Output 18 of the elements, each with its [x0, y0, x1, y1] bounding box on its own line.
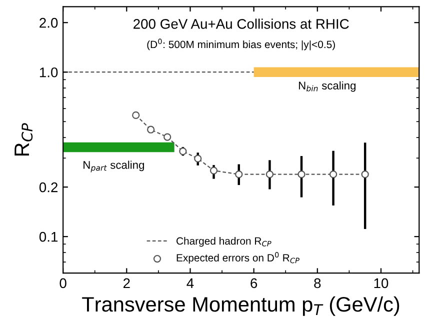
x-tick-label: 4 [186, 278, 194, 288]
x-tick-label: 0 [60, 278, 66, 288]
y-tick-label: 2.0 [40, 18, 58, 28]
x-tick-label: 6 [250, 278, 258, 288]
y-tick-label: 1.0 [40, 67, 58, 78]
legend-label: Expected errors on D$^{0}$ R$_{CP}$ [176, 252, 300, 264]
y-tick-label: 0.2 [39, 182, 58, 192]
legend-label: Charged hadron R$_{CP}$ [176, 237, 272, 247]
annotation: N$_{bin}$ scaling [298, 81, 356, 92]
y-tick-label: 0.1 [39, 232, 58, 242]
annotation: N$_{part}$ scaling [84, 160, 144, 172]
x-tick-label: 2 [123, 278, 130, 288]
text: 200 GeV Au+Au Collisions at RHIC [134, 18, 349, 29]
text: (D$^{0}$: 500M minimum bias events; |y|<0.5) [147, 38, 335, 50]
x-tick-label: 8 [314, 278, 321, 288]
x-tick-label: 10 [374, 278, 388, 288]
y-axis-title: R$_{CP}$ [14, 123, 33, 156]
x-axis-title: Transverse Momentum p$_{T}$ (GeV/c) [82, 296, 400, 316]
